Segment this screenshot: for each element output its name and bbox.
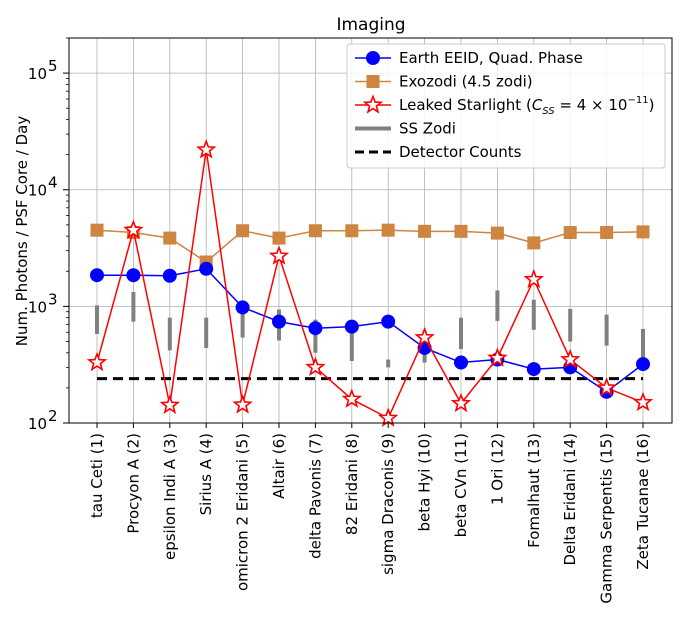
y-tick-label: 10 <box>28 182 47 200</box>
data-point <box>414 326 435 347</box>
data-point <box>159 394 181 414</box>
x-tick-label: beta CVn (11) <box>452 433 470 537</box>
x-tick-label: Fomalhaut (13) <box>525 433 543 548</box>
x-tick-label: beta Hyi (10) <box>416 433 434 531</box>
legend-marker <box>362 94 384 114</box>
data-point <box>199 261 214 276</box>
y-tick-label: 10 <box>28 298 47 316</box>
data-point <box>90 268 104 283</box>
data-point <box>600 225 614 239</box>
y-tick-label: 10 <box>28 415 47 433</box>
plot-frame <box>68 37 673 424</box>
x-tick-label: omicron 2 Eridani (5) <box>234 433 252 591</box>
legend-label: Detector Counts <box>399 143 522 161</box>
data-point <box>454 224 468 238</box>
data-point <box>86 351 108 372</box>
data-point <box>418 224 432 238</box>
chart-title: Imaging <box>336 15 405 35</box>
series-line <box>96 229 644 263</box>
data-point <box>268 245 290 265</box>
x-tick-label: epsilon Indi A (3) <box>161 433 179 560</box>
data-point <box>559 348 581 369</box>
series-layer <box>86 139 654 427</box>
data-point <box>523 268 545 289</box>
series-line <box>96 149 644 420</box>
legend-marker <box>366 51 380 65</box>
data-point <box>126 268 141 283</box>
data-point <box>272 314 286 329</box>
x-ticks: tau Ceti (1) Procyon A (2) epsilon Indi A … <box>88 423 652 604</box>
data-point <box>381 314 396 329</box>
y-tick-label-exponent: 4 <box>48 174 58 192</box>
data-point <box>377 407 399 427</box>
legend: Earth EEID, Quad. Phase Exozodi (4.5 zodi… <box>346 43 666 169</box>
data-point <box>305 356 326 377</box>
data-point <box>272 231 286 245</box>
x-tick-label: tau Ceti (1) <box>88 433 106 518</box>
y-axis-label: Num. Photons / PSF Core / Day <box>13 116 31 347</box>
x-tick-label: Delta Eridani (14) <box>561 433 579 566</box>
x-tick-label: 1 Ori (12) <box>488 433 506 505</box>
legend-marker <box>366 75 380 88</box>
data-point <box>381 223 395 237</box>
y-tick-label-exponent: 3 <box>48 290 58 308</box>
data-point <box>308 321 323 336</box>
x-tick-label: delta Pavonis (7) <box>306 433 324 559</box>
legend-label: Exozodi (4.5 zodi) <box>399 73 533 91</box>
data-point <box>90 223 104 237</box>
x-tick-label: sigma Draconis (9) <box>379 433 397 575</box>
data-point <box>345 224 359 238</box>
y-tick-label-exponent: 5 <box>48 57 58 75</box>
data-point <box>490 226 504 240</box>
data-point <box>341 388 363 408</box>
legend-label: Leaked Starlight (CSS = 4 × 10−11) <box>399 95 654 117</box>
y-tick-label: 10 <box>28 65 47 83</box>
data-point <box>454 355 468 370</box>
data-point <box>636 357 650 372</box>
data-point <box>308 224 322 238</box>
data-point <box>344 319 359 334</box>
x-tick-label: 82 Eridani (8) <box>343 433 361 535</box>
data-point <box>563 225 577 239</box>
x-tick-label: Zeta Tucanae (16) <box>634 433 652 570</box>
legend-label: Earth EEID, Quad. Phase <box>399 49 583 67</box>
data-point <box>487 347 508 367</box>
y-tick-label-exponent: 2 <box>48 407 58 425</box>
x-tick-label: Procyon A (2) <box>124 433 142 534</box>
data-point <box>232 394 253 414</box>
data-point <box>596 377 617 397</box>
x-tick-label: Gamma Serpentis (15) <box>598 433 616 604</box>
data-point <box>527 236 541 250</box>
x-tick-label: Sirius A (4) <box>197 433 215 515</box>
legend-box <box>346 43 666 169</box>
data-point <box>526 362 541 377</box>
data-point <box>162 268 177 283</box>
legend-label: SS Zodi <box>399 120 456 138</box>
data-point <box>636 225 650 239</box>
data-point <box>235 300 250 315</box>
data-point <box>123 219 144 239</box>
data-point <box>236 224 250 238</box>
data-point <box>632 391 654 412</box>
data-point <box>450 392 472 413</box>
x-tick-label: Altair (6) <box>270 433 288 499</box>
data-point <box>163 231 177 245</box>
data-point <box>195 139 217 159</box>
